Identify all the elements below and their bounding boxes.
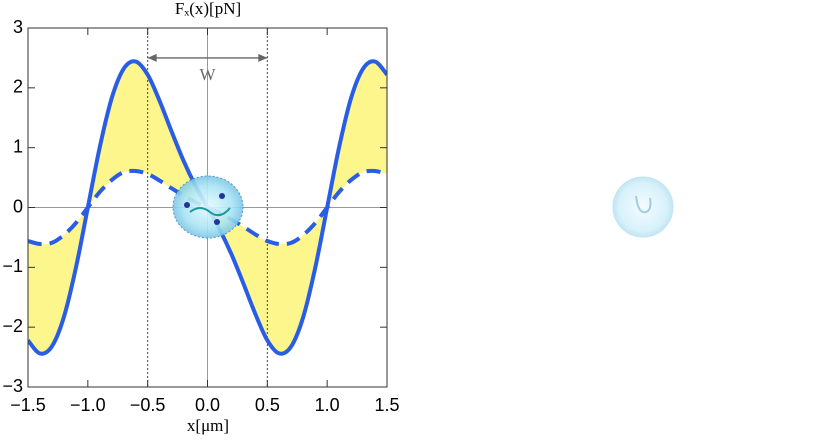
x-tick-label: −1.5 xyxy=(10,395,46,415)
cell-icon-faint xyxy=(612,176,674,238)
annotation-label: W xyxy=(199,65,216,84)
y-tick-label: 3 xyxy=(13,17,23,37)
x-tick-label: −0.5 xyxy=(130,395,166,415)
chart-title: Fₓ(x)[pN] xyxy=(175,0,241,18)
x-axis-label: x[μm] xyxy=(187,416,229,435)
series-line xyxy=(28,168,387,247)
y-tick-label: −2 xyxy=(2,316,23,336)
y-tick-label: 2 xyxy=(13,77,23,97)
x-tick-label: −1.0 xyxy=(70,395,106,415)
x-tick-label: 0.5 xyxy=(255,395,280,415)
x-tick-label: 1.5 xyxy=(374,395,399,415)
y-tick-label: 0 xyxy=(13,196,23,216)
x-tick-label: 1.0 xyxy=(315,395,340,415)
cell-icon xyxy=(172,175,244,239)
y-tick-label: −3 xyxy=(2,376,23,396)
y-tick-label: 1 xyxy=(13,136,23,156)
y-tick-label: −1 xyxy=(2,256,23,276)
x-tick-label: 0.0 xyxy=(195,395,220,415)
